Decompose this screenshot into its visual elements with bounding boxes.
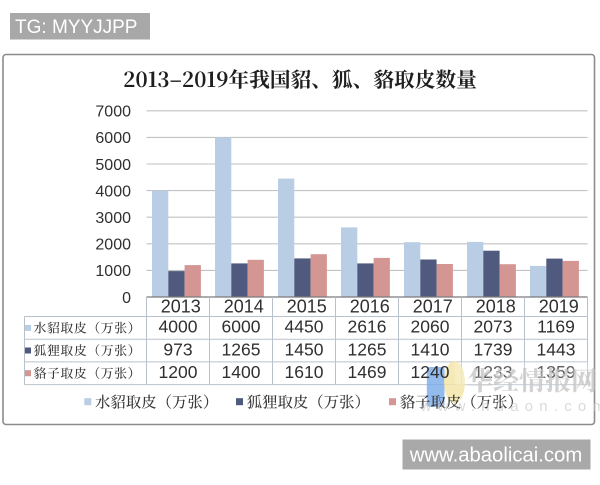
svg-text:1443: 1443: [537, 339, 576, 359]
svg-text:1739: 1739: [474, 339, 513, 359]
svg-text:1610: 1610: [285, 362, 324, 382]
svg-text:1169: 1169: [537, 317, 575, 337]
svg-text:973: 973: [163, 339, 192, 359]
svg-text:1469: 1469: [348, 362, 387, 382]
svg-text:1400: 1400: [222, 362, 261, 382]
svg-text:2073: 2073: [474, 317, 513, 337]
svg-text:1240: 1240: [411, 362, 450, 382]
svg-text:5000: 5000: [95, 157, 131, 174]
svg-text:3000: 3000: [95, 210, 131, 227]
svg-text:1265: 1265: [348, 339, 387, 359]
svg-text:2616: 2616: [348, 317, 387, 337]
svg-text:www.huaon.com: www.huaon.com: [420, 398, 600, 415]
svg-text:TG: MYYJJPP: TG: MYYJJPP: [15, 17, 137, 38]
svg-text:1410: 1410: [411, 339, 450, 359]
svg-text:2015: 2015: [287, 296, 327, 316]
svg-text:2016: 2016: [350, 296, 390, 316]
svg-text:4000: 4000: [159, 317, 198, 337]
svg-text:4450: 4450: [285, 317, 324, 337]
svg-text:2019: 2019: [539, 296, 579, 316]
svg-text:7000: 7000: [95, 104, 131, 121]
svg-text:6000: 6000: [222, 317, 261, 337]
svg-text:2000: 2000: [95, 237, 131, 254]
svg-text:4000: 4000: [95, 183, 131, 200]
svg-text:2018: 2018: [476, 296, 516, 316]
svg-text:www.abaolicai.com: www.abaolicai.com: [409, 445, 582, 467]
svg-text:1200: 1200: [159, 362, 198, 382]
svg-text:1000: 1000: [95, 263, 131, 280]
svg-text:1450: 1450: [285, 339, 324, 359]
svg-text:6000: 6000: [95, 130, 131, 147]
svg-text:2014: 2014: [224, 296, 264, 316]
svg-text:1265: 1265: [222, 339, 261, 359]
svg-text:2013: 2013: [161, 296, 201, 316]
svg-text:0: 0: [122, 290, 131, 307]
svg-text:2017: 2017: [413, 296, 453, 316]
svg-text:2060: 2060: [411, 317, 450, 337]
